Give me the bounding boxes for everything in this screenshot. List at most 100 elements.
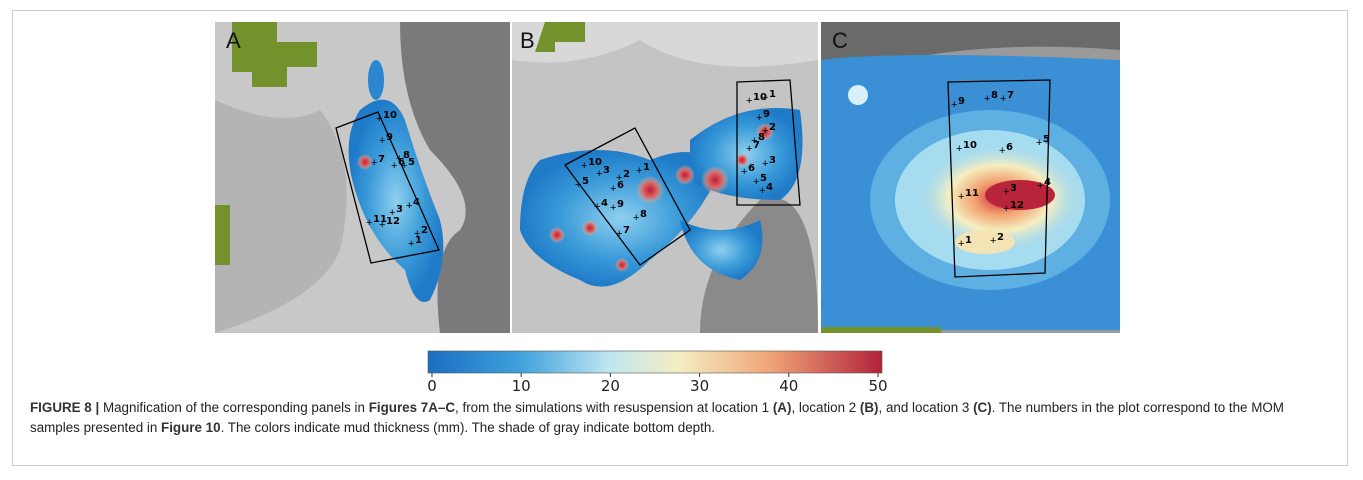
sample-marker: + bbox=[999, 145, 1005, 157]
sample-marker: + bbox=[951, 99, 957, 111]
sample-marker: + bbox=[741, 166, 747, 178]
sample-marker: + bbox=[984, 93, 990, 105]
sample-marker: + bbox=[990, 235, 996, 247]
sample-marker: + bbox=[746, 143, 752, 155]
caption-text: Figures 7A–C bbox=[368, 400, 456, 415]
sample-number: 4 bbox=[413, 197, 420, 208]
sample-number: 2 bbox=[623, 169, 630, 180]
sample-marker: + bbox=[1003, 186, 1009, 198]
sample-number: 5 bbox=[1043, 134, 1050, 145]
sample-number: 2 bbox=[997, 232, 1004, 243]
sample-marker: + bbox=[389, 207, 395, 219]
sample-number: 3 bbox=[769, 155, 776, 166]
sample-marker: + bbox=[956, 143, 962, 155]
sample-marker: + bbox=[594, 201, 600, 213]
panel-label: C bbox=[832, 28, 848, 53]
sample-number: 3 bbox=[396, 204, 403, 215]
sample-marker: + bbox=[1003, 203, 1009, 215]
sample-number: 6 bbox=[617, 180, 624, 191]
caption-text: , from the simulations with resuspension… bbox=[455, 400, 773, 415]
sample-number: 10 bbox=[588, 157, 602, 168]
sample-marker: + bbox=[633, 212, 639, 224]
sample-marker: + bbox=[376, 113, 382, 125]
caption-text: (B) bbox=[859, 400, 879, 415]
sample-marker: + bbox=[1000, 93, 1006, 105]
sample-marker: + bbox=[762, 125, 768, 137]
sample-marker: + bbox=[616, 172, 622, 184]
sample-number: 7 bbox=[378, 154, 385, 165]
sample-marker: + bbox=[406, 200, 412, 212]
sample-number: 9 bbox=[617, 199, 624, 210]
sample-number: 2 bbox=[421, 225, 428, 236]
sample-number: 7 bbox=[753, 140, 760, 151]
sample-marker: + bbox=[610, 183, 616, 195]
sample-box bbox=[335, 111, 440, 264]
colorbar-tick-label: 40 bbox=[779, 377, 798, 395]
sample-number: 3 bbox=[1010, 183, 1017, 194]
sample-marker: + bbox=[371, 157, 377, 169]
sample-number: 9 bbox=[386, 132, 393, 143]
sample-marker: + bbox=[408, 238, 414, 250]
sample-number: 8 bbox=[991, 90, 998, 101]
panel-a-map bbox=[215, 22, 510, 333]
sample-marker: + bbox=[762, 92, 768, 104]
sample-marker: + bbox=[596, 168, 602, 180]
sample-marker: + bbox=[401, 160, 407, 172]
caption-text: . The numbers in the plot correspond to … bbox=[30, 400, 1284, 435]
sample-marker: + bbox=[636, 165, 642, 177]
sample-number: 9 bbox=[763, 109, 770, 120]
colorbar-tick-label: 20 bbox=[601, 377, 620, 395]
caption-text: (A) bbox=[772, 400, 792, 415]
sample-number: 5 bbox=[408, 157, 415, 168]
sample-marker: + bbox=[610, 202, 616, 214]
sample-box bbox=[564, 127, 691, 266]
sample-number: 6 bbox=[398, 157, 405, 168]
figure-frame bbox=[12, 10, 1348, 466]
sample-marker: + bbox=[756, 112, 762, 124]
sample-marker: + bbox=[762, 158, 768, 170]
sample-marker: + bbox=[379, 135, 385, 147]
colorbar-tick-label: 30 bbox=[690, 377, 709, 395]
sample-number: 5 bbox=[760, 173, 767, 184]
sample-marker: + bbox=[414, 228, 420, 240]
sample-number: 5 bbox=[582, 176, 589, 187]
sample-marker: + bbox=[759, 185, 765, 197]
sample-number: 4 bbox=[601, 198, 608, 209]
caption-text: , location 2 bbox=[791, 400, 860, 415]
panel-c-map bbox=[821, 22, 1120, 333]
colorbar-tick-label: 50 bbox=[868, 377, 887, 395]
sample-number: 12 bbox=[1010, 200, 1024, 211]
panel-label: B bbox=[520, 28, 535, 53]
sample-marker: + bbox=[751, 135, 757, 147]
sample-number: 4 bbox=[766, 182, 773, 193]
sample-marker: + bbox=[746, 95, 752, 107]
sample-marker: + bbox=[958, 191, 964, 203]
sample-number: 11 bbox=[965, 188, 979, 199]
sample-marker: + bbox=[391, 160, 397, 172]
caption: FIGURE 8 | Magnification of the correspo… bbox=[30, 398, 1330, 438]
figure-panels: A+ 10+ 9+ 7 +8+ 6+ 5+ 4+ 3+ 11+ 12+ 2+ 1B+ 10+ 5+ 3+ 2 +1… bbox=[215, 22, 1120, 395]
colorbar bbox=[427, 350, 883, 374]
sample-box bbox=[736, 79, 801, 206]
sample-number: 6 bbox=[1006, 142, 1013, 153]
sample-marker: + bbox=[753, 176, 759, 188]
sample-number: 10 bbox=[963, 140, 977, 151]
panel-b-map bbox=[512, 22, 818, 333]
sample-marker: + bbox=[616, 228, 622, 240]
caption-text: Magnification of the corresponding panel… bbox=[99, 400, 369, 415]
sample-number: 4 bbox=[1044, 177, 1051, 188]
sample-number: 10 bbox=[753, 92, 767, 103]
sample-marker: + bbox=[366, 217, 372, 229]
sample-marker: + bbox=[1036, 137, 1042, 149]
sample-number: 2 bbox=[769, 122, 776, 133]
caption-text: . The colors indicate mud thickness (mm)… bbox=[220, 420, 716, 435]
sample-marker: + bbox=[958, 238, 964, 250]
sample-number: 8 bbox=[640, 209, 647, 220]
caption-text: Figure 10 bbox=[161, 420, 221, 435]
sample-number: 1 bbox=[415, 235, 422, 246]
caption-text: (C) bbox=[973, 400, 992, 415]
caption-text: FIGURE 8 | bbox=[30, 400, 100, 415]
panel-label: A bbox=[226, 28, 241, 53]
colorbar-tick-label: 10 bbox=[512, 377, 531, 395]
